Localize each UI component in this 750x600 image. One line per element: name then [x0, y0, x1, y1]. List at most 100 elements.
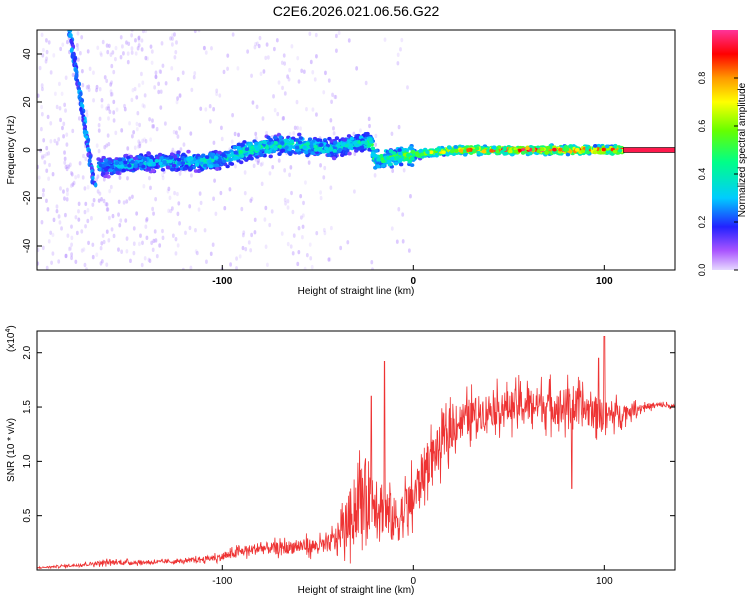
- noise-dot: [124, 218, 128, 223]
- ridge-cell: [167, 159, 173, 164]
- noise-dot: [189, 265, 193, 270]
- ridge-cell: [544, 151, 549, 155]
- noise-dot: [261, 161, 265, 166]
- noise-dot: [154, 196, 158, 202]
- noise-dot: [194, 249, 198, 254]
- noise-dot: [152, 124, 155, 129]
- ridge-cell: [386, 159, 392, 164]
- noise-dot: [130, 134, 134, 139]
- noise-dot: [209, 251, 213, 257]
- ridge-cell: [132, 156, 137, 161]
- noise-dot: [100, 98, 104, 103]
- noise-dot: [92, 197, 96, 203]
- ridge-cell: [580, 149, 585, 154]
- ridge-cell: [121, 168, 126, 173]
- noise-dot: [138, 241, 141, 247]
- noise-dot: [178, 221, 181, 226]
- noise-dot: [170, 66, 174, 71]
- noise-dot: [335, 33, 338, 39]
- noise-dot: [47, 40, 51, 45]
- noise-dot: [70, 224, 73, 229]
- noise-dot: [50, 260, 53, 265]
- noise-dot: [233, 131, 237, 137]
- noise-dot: [107, 43, 111, 49]
- ridge-cell: [445, 152, 450, 157]
- noise-dot: [70, 242, 73, 247]
- ridge-cell: [151, 162, 156, 167]
- ridge-cell: [318, 147, 323, 152]
- noise-dot: [119, 35, 123, 40]
- noise-dot: [302, 69, 306, 74]
- ridge-cell: [154, 159, 159, 163]
- noise-dot: [190, 87, 194, 93]
- ridge-cell: [380, 159, 386, 164]
- noise-dot: [142, 183, 146, 189]
- noise-dot: [250, 232, 254, 238]
- ridge-cell: [114, 161, 119, 166]
- noise-dot: [174, 251, 178, 256]
- ridge-cell: [585, 150, 591, 155]
- ridge-cell: [176, 167, 181, 172]
- noise-dot: [107, 103, 110, 109]
- noise-dot: [96, 189, 100, 194]
- noise-dot: [37, 164, 40, 170]
- noise-dot: [237, 132, 240, 138]
- noise-dot: [42, 138, 46, 143]
- noise-dot: [231, 32, 235, 37]
- noise-dot: [118, 175, 122, 180]
- ridge-cell: [221, 153, 227, 158]
- ridge-cell: [103, 174, 108, 179]
- noise-dot: [332, 126, 335, 131]
- ridge-cell: [379, 153, 384, 158]
- snr-multiplier: (x104): [5, 325, 17, 352]
- noise-dot: [126, 51, 130, 56]
- noise-dot: [58, 106, 62, 111]
- noise-dot: [153, 229, 157, 234]
- ridge-cell: [277, 152, 282, 156]
- noise-dot: [62, 189, 65, 194]
- ridge-cell: [502, 147, 507, 152]
- ridge-cell: [176, 157, 182, 162]
- noise-dot: [203, 228, 207, 233]
- noise-dot: [83, 262, 87, 268]
- noise-dot: [144, 139, 148, 144]
- noise-dot: [259, 162, 263, 167]
- ridge-cell: [359, 145, 365, 150]
- noise-dot: [45, 49, 49, 55]
- noise-dot: [322, 227, 326, 233]
- ridge-cell: [376, 164, 381, 169]
- ridge-cell: [118, 160, 124, 165]
- ridge-cell: [244, 147, 250, 152]
- noise-dot: [112, 118, 116, 123]
- noise-dot: [299, 126, 302, 131]
- noise-dot: [142, 104, 146, 109]
- ridge-cell: [227, 153, 233, 158]
- noise-dot: [120, 249, 124, 254]
- ridge-cell: [107, 160, 112, 165]
- noise-dot: [253, 217, 257, 223]
- ridge-cell: [203, 163, 208, 168]
- ridge-cell: [249, 151, 255, 155]
- noise-dot: [240, 206, 244, 212]
- noise-dot: [112, 99, 116, 105]
- noise-dot: [215, 88, 219, 93]
- noise-dot: [305, 252, 309, 258]
- noise-dot: [390, 131, 394, 136]
- ridge-cell: [342, 137, 347, 142]
- noise-dot: [152, 211, 155, 216]
- ridge-cell: [376, 157, 381, 162]
- noise-dot: [143, 93, 147, 98]
- noise-dot: [280, 60, 284, 65]
- noise-dot: [107, 106, 111, 111]
- y-tick-label: 20: [22, 96, 33, 108]
- noise-dot: [45, 145, 49, 151]
- noise-dot: [66, 191, 69, 197]
- noise-dot: [95, 84, 99, 90]
- noise-dot: [158, 69, 162, 74]
- noise-dot: [57, 259, 61, 264]
- noise-dot: [105, 229, 109, 234]
- noise-dot: [80, 68, 84, 74]
- noise-dot: [235, 256, 238, 261]
- noise-dot: [254, 136, 258, 141]
- ridge-cell: [186, 149, 191, 154]
